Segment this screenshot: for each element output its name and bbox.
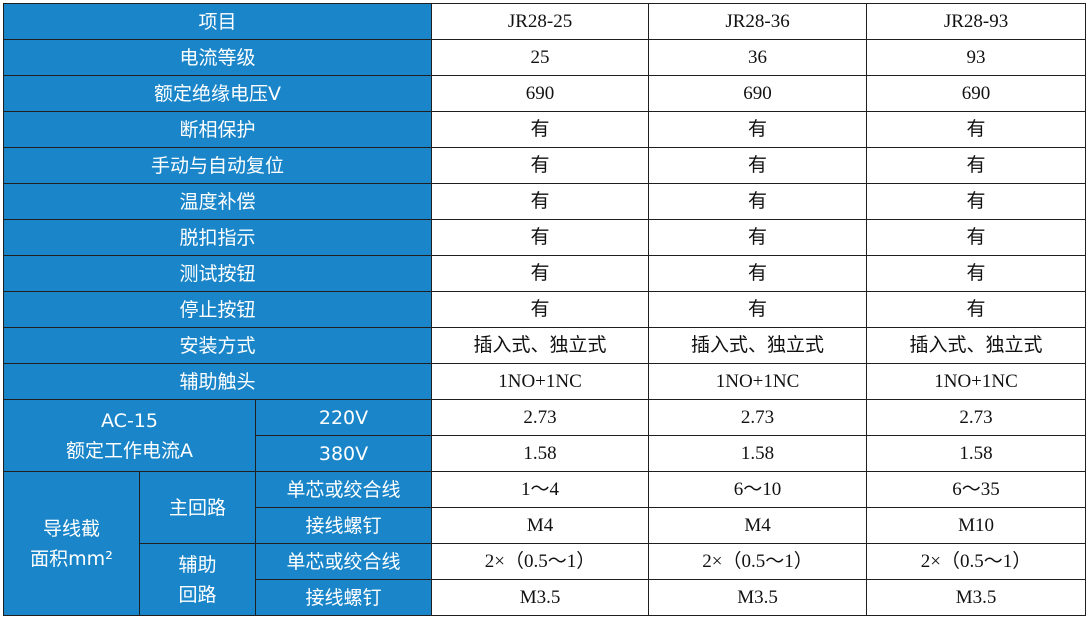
row-label: 接线螺钉 [254,579,433,616]
row-label: 额定绝缘电压V [2,75,433,112]
table-row: 接线螺钉 M3.5 M3.5 M3.5 [4,579,1087,616]
value-cell: 有 [648,147,868,184]
value-cell: 2.73 [866,399,1087,436]
value-cell: 690 [866,75,1087,112]
value-cell: 93 [866,39,1087,76]
value-cell: M10 [866,507,1087,544]
value-cell: M4 [431,507,650,544]
value-cell: 690 [431,75,650,112]
value-cell: 2.73 [431,399,650,436]
value-cell: 插入式、独立式 [866,327,1087,364]
table-row: 停止按钮有有有 [2,291,1087,328]
value-cell: 690 [648,75,868,112]
value-cell: 有 [648,291,868,328]
table-row: 导线截 面积mm² 主回路 单芯或绞合线 1～4 6～10 6～35 [3,471,1087,616]
value-cell: 2×（0.5～1） [648,543,868,580]
value-cell: 6～10 [648,471,868,508]
header-label: 项目 [2,3,433,40]
value-cell: 6～35 [866,471,1087,508]
table-row: AC-15 额定工作电流A 220V 2.73 2.73 2.73 [3,399,1087,472]
table-row: 电流等级 25 36 93 [2,39,1087,76]
row-label: 测试按钮 [2,255,433,292]
value-cell: 有 [648,111,868,148]
table-row: 项目 JR28-25 JR28-36 JR28-93 [2,3,1087,40]
value-cell: 2×（0.5～1） [431,543,650,580]
value-cell: 插入式、独立式 [648,327,868,364]
value-cell: 1NO+1NC [648,363,868,400]
row-label: 停止按钮 [2,291,433,328]
value-cell: 有 [648,219,868,256]
row-label: 脱扣指示 [2,219,433,256]
row-label: 220V [254,399,433,436]
table-row: 安装方式 插入式、独立式 插入式、独立式 插入式、独立式 [2,327,1087,364]
value-cell: 25 [431,39,650,76]
column-header: JR28-25 [431,3,650,40]
value-cell: 有 [648,255,868,292]
table-row: 380V 1.58 1.58 1.58 [4,435,1087,472]
row-label: 辅助触头 [2,363,433,400]
value-cell: 有 [648,183,868,220]
row-label: 断相保护 [2,111,433,148]
row-label: 接线螺钉 [254,507,433,544]
value-cell: M3.5 [866,579,1087,616]
value-cell: 有 [431,219,650,256]
value-cell: 2×（0.5～1） [866,543,1087,580]
row-label: 安装方式 [2,327,433,364]
value-cell: 有 [866,255,1087,292]
value-cell: 有 [431,291,650,328]
table-row: 脱扣指示有有有 [2,219,1087,256]
label-line: 回路 [178,583,217,606]
table-row: 辅助触头 1NO+1NC 1NO+1NC 1NO+1NC [2,363,1087,400]
column-header: JR28-93 [866,3,1087,40]
value-cell: 有 [866,291,1087,328]
value-cell: 有 [866,111,1087,148]
label-line: 额定工作电流A [66,439,193,462]
label-line: 面积mm² [30,547,113,570]
column-header: JR28-36 [648,3,868,40]
table-row: 断相保护有有有 [2,111,1087,148]
spec-table: 项目 JR28-25 JR28-36 JR28-93 电流等级 25 36 93 额定绝缘电压V… [2,3,1087,616]
subgroup-label: 辅助 回路 [139,543,256,616]
value-cell: 有 [431,183,650,220]
value-cell: 插入式、独立式 [431,327,650,364]
group-label: 导线截面积mm² [3,471,140,616]
value-cell: M3.5 [431,579,650,616]
value-cell: 有 [866,183,1087,220]
value-cell: 2.73 [648,399,868,436]
value-cell: 1NO+1NC [866,363,1087,400]
row-label: 单芯或绞合线 [254,471,433,508]
value-cell: 36 [648,39,868,76]
value-cell: 1.58 [648,435,868,472]
table-row: 辅助 回路 单芯或绞合线 2×（0.5～1） 2×（0.5～1） 2×（0.5～1） [4,543,1087,616]
value-cell: 1NO+1NC [431,363,650,400]
label-line: AC-15 [101,409,158,432]
subgroup-label: 主回路 [139,471,256,544]
table-row: 测试按钮有有有 [2,255,1087,292]
value-cell: 1～4 [431,471,650,508]
row-label: 电流等级 [2,39,433,76]
value-cell: 有 [866,219,1087,256]
value-cell: 1.58 [866,435,1087,472]
value-cell: 有 [431,255,650,292]
row-label: 单芯或绞合线 [254,543,433,580]
row-label: 380V [254,435,433,472]
value-cell: 有 [866,147,1087,184]
group-label: AC-15 额定工作电流A [3,399,256,472]
table-row: 温度补偿有有有 [2,183,1087,220]
table-body: 项目 JR28-25 JR28-36 JR28-93 电流等级 25 36 93 额定绝缘电压V… [2,3,1087,616]
row-label: 手动与自动复位 [2,147,433,184]
table-row: 额定绝缘电压V 690 690 690 [2,75,1087,112]
value-cell: M4 [648,507,868,544]
label-line: 主回路 [168,496,226,519]
value-cell: M3.5 [648,579,868,616]
label-line: 导线截 [42,517,100,540]
table-row: 手动与自动复位有有有 [2,147,1087,184]
value-cell: 有 [431,111,650,148]
row-label: 温度补偿 [2,183,433,220]
table-row: 接线螺钉 M4 M4 M10 [4,507,1087,544]
label-line: 辅助 [178,553,217,576]
value-cell: 1.58 [431,435,650,472]
value-cell: 有 [431,147,650,184]
